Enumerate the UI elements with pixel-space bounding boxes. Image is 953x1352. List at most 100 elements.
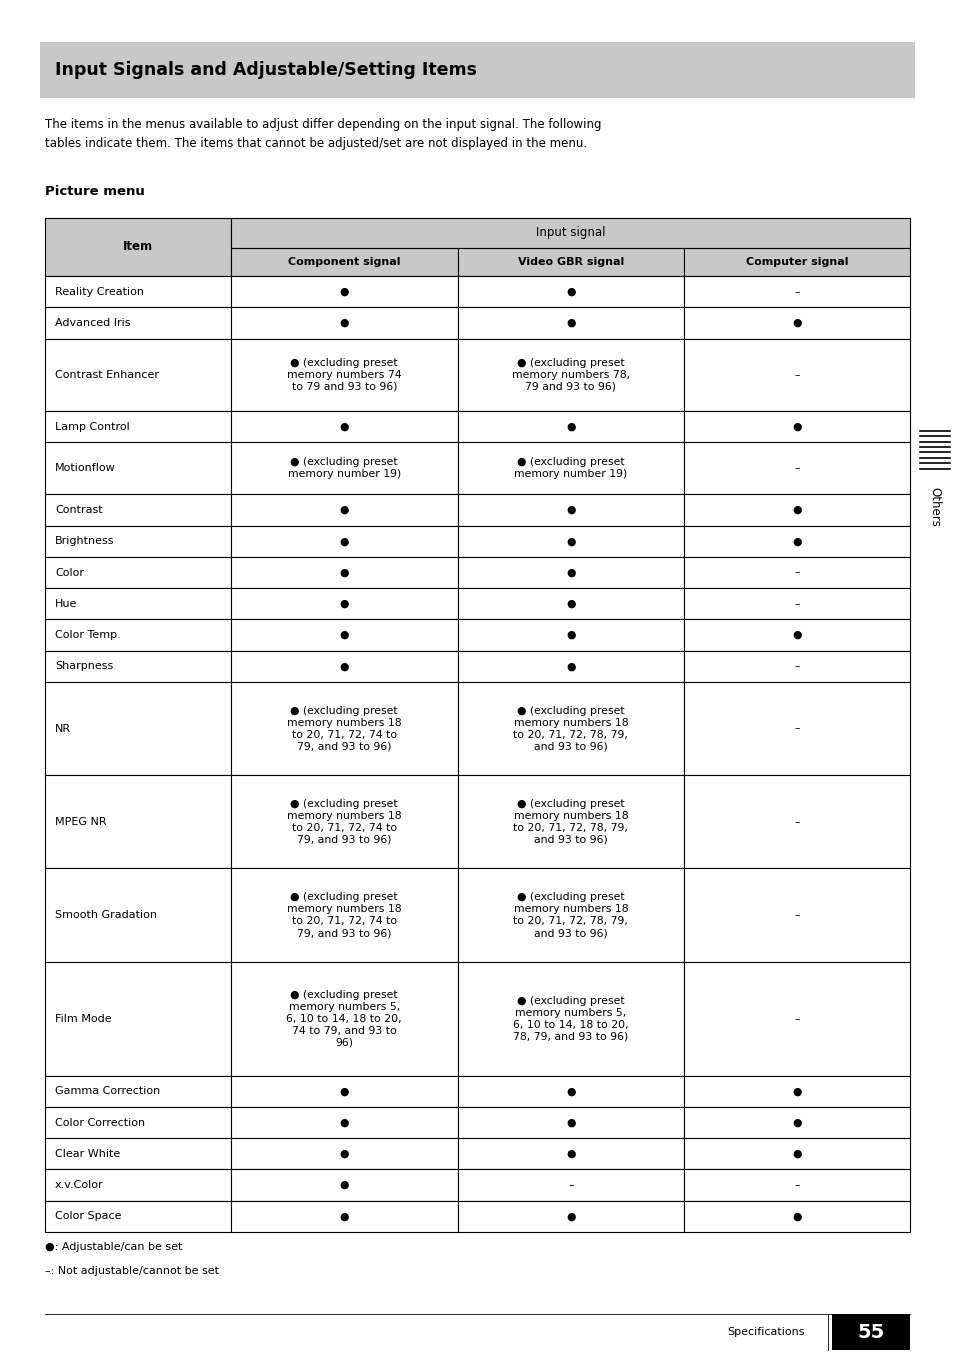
Bar (45, 1076, 231, 1107)
Bar (683, 276, 909, 307)
Text: ● (excluding preset
memory numbers 18
to 20, 71, 72, 78, 79,
and 93 to 96): ● (excluding preset memory numbers 18 to… (513, 799, 628, 845)
Text: ●: ● (339, 287, 349, 296)
Text: Hue: Hue (55, 599, 77, 608)
Bar (457, 1169, 683, 1201)
Text: ●: ● (565, 318, 575, 329)
Bar (683, 588, 909, 619)
Bar (831, 1314, 909, 1351)
Text: ● (excluding preset
memory numbers 18
to 20, 71, 72, 74 to
79, and 93 to 96): ● (excluding preset memory numbers 18 to… (287, 892, 401, 938)
Text: Component signal: Component signal (288, 257, 400, 266)
Bar (231, 276, 457, 307)
Bar (45, 526, 231, 557)
Bar (45, 1169, 231, 1201)
Bar (457, 276, 683, 307)
Bar (683, 681, 909, 775)
Bar (457, 557, 683, 588)
Text: ●: ● (339, 630, 349, 639)
Text: Reality Creation: Reality Creation (55, 287, 144, 296)
Text: ●: ● (792, 1086, 801, 1096)
Text: ●: ● (565, 630, 575, 639)
Text: ● (excluding preset
memory number 19): ● (excluding preset memory number 19) (288, 457, 400, 480)
Text: Color: Color (55, 568, 84, 577)
Text: ●: ● (792, 1149, 801, 1159)
Bar (683, 442, 909, 495)
Text: ● (excluding preset
memory numbers 18
to 20, 71, 72, 74 to
79, and 93 to 96): ● (excluding preset memory numbers 18 to… (287, 706, 401, 752)
Bar (45, 411, 231, 442)
Text: ●: ● (565, 661, 575, 672)
Text: NR: NR (55, 723, 71, 734)
Text: ●: ● (792, 1211, 801, 1221)
Text: ●: ● (565, 599, 575, 608)
Bar (45, 1138, 231, 1169)
Text: ● (excluding preset
memory numbers 78,
79 and 93 to 96): ● (excluding preset memory numbers 78, 7… (512, 358, 629, 392)
Text: ●: ● (339, 1180, 349, 1190)
Text: Picture menu: Picture menu (45, 185, 145, 197)
Bar (231, 619, 457, 650)
Bar (683, 1169, 909, 1201)
Text: ● (excluding preset
memory number 19): ● (excluding preset memory number 19) (514, 457, 627, 480)
Text: ●: ● (565, 1118, 575, 1128)
Text: MPEG NR: MPEG NR (55, 817, 107, 827)
Text: –: – (794, 1180, 799, 1190)
Bar (45, 338, 231, 411)
Text: ●: ● (565, 1149, 575, 1159)
Bar (683, 650, 909, 681)
Bar (457, 1107, 683, 1138)
Text: ●: ● (339, 1118, 349, 1128)
Bar (683, 619, 909, 650)
Bar (457, 1076, 683, 1107)
Text: ●: ● (339, 506, 349, 515)
Text: Contrast Enhancer: Contrast Enhancer (55, 370, 159, 380)
Bar (45, 218, 231, 276)
Bar (683, 1076, 909, 1107)
Text: Lamp Control: Lamp Control (55, 422, 130, 431)
Bar (231, 775, 457, 868)
Text: Input Signals and Adjustable/Setting Items: Input Signals and Adjustable/Setting Ite… (55, 61, 476, 78)
Text: ●: ● (339, 599, 349, 608)
Text: –: – (794, 817, 799, 827)
Bar (45, 1201, 231, 1232)
Bar (683, 775, 909, 868)
Bar (457, 411, 683, 442)
Text: ●: ● (565, 1086, 575, 1096)
Bar (45, 276, 231, 307)
Text: ● (excluding preset
memory numbers 18
to 20, 71, 72, 78, 79,
and 93 to 96): ● (excluding preset memory numbers 18 to… (513, 892, 628, 938)
Bar (457, 338, 683, 411)
Text: ●: ● (792, 422, 801, 431)
Text: ●: ● (565, 568, 575, 577)
Text: ●: Adjustable/can be set: ●: Adjustable/can be set (45, 1242, 182, 1252)
Text: Film Mode: Film Mode (55, 1014, 112, 1023)
Bar (231, 495, 457, 526)
Bar (45, 650, 231, 681)
Bar (231, 247, 457, 276)
Text: Sharpness: Sharpness (55, 661, 113, 672)
Bar (45, 775, 231, 868)
Text: Others: Others (927, 487, 941, 527)
Bar (683, 1107, 909, 1138)
Text: –: – (568, 1180, 573, 1190)
Text: –: Not adjustable/cannot be set: –: Not adjustable/cannot be set (45, 1265, 219, 1276)
Bar (40, 42, 914, 97)
Bar (45, 588, 231, 619)
Bar (231, 1169, 457, 1201)
Bar (457, 868, 683, 961)
Text: ●: ● (565, 422, 575, 431)
Text: ●: ● (565, 1211, 575, 1221)
Bar (683, 338, 909, 411)
Text: Clear White: Clear White (55, 1149, 120, 1159)
Text: 55: 55 (857, 1322, 883, 1341)
Text: ●: ● (565, 506, 575, 515)
Bar (231, 1076, 457, 1107)
Bar (683, 868, 909, 961)
Text: ●: ● (565, 537, 575, 546)
Bar (45, 681, 231, 775)
Bar (231, 1107, 457, 1138)
Text: –: – (794, 910, 799, 921)
Bar (231, 411, 457, 442)
Text: ●: ● (339, 537, 349, 546)
Bar (45, 442, 231, 495)
Bar (231, 218, 909, 247)
Text: ● (excluding preset
memory numbers 18
to 20, 71, 72, 74 to
79, and 93 to 96): ● (excluding preset memory numbers 18 to… (287, 799, 401, 845)
Bar (683, 411, 909, 442)
Text: –: – (794, 1014, 799, 1023)
